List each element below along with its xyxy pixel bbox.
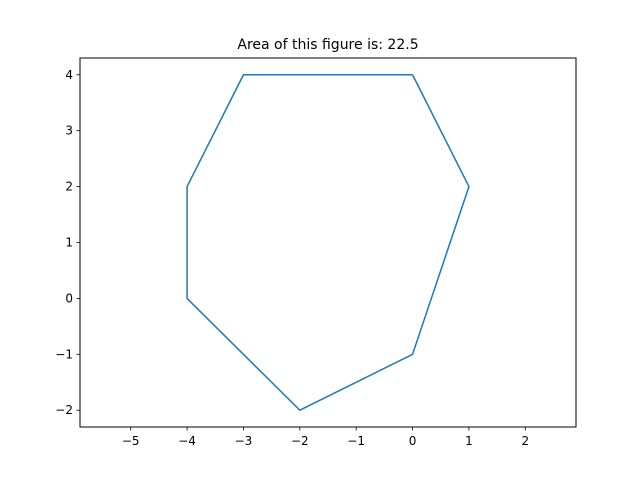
- series-line-0: [186, 74, 470, 411]
- x-tick-label: 2: [521, 434, 529, 448]
- y-tick-label: −2: [55, 403, 73, 417]
- x-tick-label: 1: [465, 434, 473, 448]
- x-tick-label: −2: [291, 434, 309, 448]
- y-tick-label: 3: [65, 124, 73, 138]
- y-tick-label: 2: [65, 180, 73, 194]
- x-tick-label: −4: [178, 434, 196, 448]
- y-tick-label: 0: [65, 291, 73, 305]
- plot-frame: [79, 57, 577, 428]
- y-tick-label: −1: [55, 347, 73, 361]
- chart-title: Area of this figure is: 22.5: [237, 37, 418, 53]
- y-tick-label: 1: [65, 236, 73, 250]
- x-tick-label: −1: [347, 434, 365, 448]
- x-tick-label: −3: [235, 434, 253, 448]
- y-tick-label: 4: [65, 68, 73, 82]
- x-tick-label: −5: [122, 434, 140, 448]
- x-tick-label: 0: [409, 434, 417, 448]
